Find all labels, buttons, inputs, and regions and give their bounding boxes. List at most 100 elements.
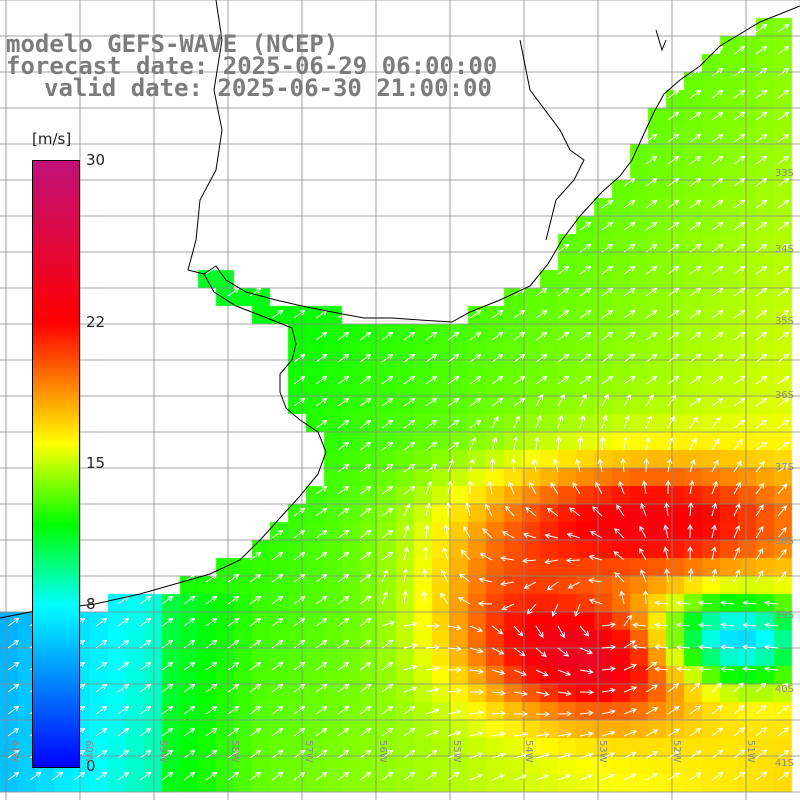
wind-arrow: [687, 567, 694, 583]
wind-arrow: [249, 639, 262, 649]
wind-arrow: [381, 569, 389, 583]
wind-arrow: [337, 331, 350, 341]
wind-arrow: [469, 437, 477, 451]
wind-arrow: [755, 67, 768, 77]
wind-arrow: [733, 45, 746, 55]
wind-arrow: [424, 524, 430, 539]
wind-arrow: [711, 287, 724, 297]
wind-arrow: [553, 458, 559, 473]
wind-arrow: [733, 503, 741, 517]
wind-arrow: [579, 309, 592, 319]
wind-arrow: [777, 221, 790, 231]
wind-arrow: [381, 397, 394, 407]
wind-arrow: [7, 727, 20, 737]
wind-arrow: [689, 750, 702, 759]
wind-arrow: [698, 644, 713, 650]
wind-arrow: [381, 771, 394, 781]
wind-arrow: [572, 482, 581, 495]
wind-arrow: [337, 485, 350, 495]
wind-arrow: [117, 639, 130, 649]
wind-arrow: [664, 568, 670, 583]
wind-arrow: [557, 752, 572, 759]
wind-arrow: [271, 309, 284, 319]
wind-arrow: [557, 414, 564, 429]
wind-arrow: [95, 749, 108, 759]
wind-arrow: [227, 617, 240, 627]
wind-arrow: [601, 730, 616, 737]
wind-arrow: [359, 595, 372, 605]
wind-arrow: [601, 221, 614, 231]
wind-arrow: [535, 287, 548, 297]
wind-arrow: [622, 436, 629, 451]
wind-arrow: [315, 661, 328, 671]
wind-arrow: [447, 419, 460, 429]
wind-arrow: [359, 309, 372, 319]
wind-arrow: [205, 771, 218, 781]
wind-arrow: [689, 221, 702, 231]
wind-arrow: [667, 309, 680, 319]
wind-arrow: [535, 393, 544, 407]
wind-arrow: [579, 287, 592, 297]
wind-arrow: [618, 480, 625, 495]
wind-arrow: [469, 419, 482, 429]
wind-arrow: [381, 529, 394, 539]
wind-arrow: [579, 647, 593, 655]
wind-arrow: [271, 573, 284, 583]
lon-label: 56W: [377, 740, 388, 763]
wind-arrow: [623, 751, 637, 759]
wind-arrow: [51, 771, 64, 781]
wind-arrow: [632, 644, 647, 650]
wind-arrow: [689, 111, 702, 121]
forecast-date: forecast date: 2025-06-29 06:00:00: [6, 52, 498, 80]
wind-arrow: [755, 353, 768, 363]
wind-arrow: [359, 661, 372, 671]
wind-arrow: [381, 375, 394, 385]
wind-arrow: [337, 617, 350, 627]
wind-arrow: [755, 111, 768, 121]
wind-arrow: [777, 375, 790, 385]
wind-arrow: [645, 773, 659, 781]
wind-arrow: [425, 708, 440, 715]
wind-arrow: [733, 265, 746, 275]
wind-arrow: [654, 600, 669, 606]
wind-arrow: [711, 397, 724, 407]
wind-arrow: [425, 687, 440, 693]
wind-arrow: [733, 749, 746, 759]
wind-arrow: [667, 772, 680, 781]
wind-arrow: [227, 661, 240, 671]
wind-arrow: [711, 438, 720, 451]
wind-arrow: [469, 375, 482, 385]
wind-arrow: [642, 589, 649, 605]
wind-arrow: [733, 243, 746, 253]
wind-arrow: [667, 353, 680, 363]
wind-arrow: [764, 644, 779, 650]
wind-arrow: [513, 375, 526, 385]
wind-arrow: [161, 771, 174, 781]
wind-arrow: [599, 435, 606, 451]
wind-arrow: [447, 667, 463, 673]
wind-arrow: [755, 89, 768, 99]
wind-arrow: [381, 683, 394, 693]
wind-arrow: [469, 668, 484, 675]
wind-arrow: [557, 353, 570, 363]
wind-arrow: [315, 683, 328, 693]
colorbar-label: 8: [86, 595, 96, 614]
wind-arrow: [733, 199, 746, 209]
wind-arrow: [733, 133, 746, 143]
wind-arrow: [491, 647, 505, 655]
wind-arrow: [667, 683, 680, 693]
wind-arrow: [667, 706, 680, 715]
wind-arrow: [667, 750, 681, 759]
wind-arrow: [711, 546, 717, 561]
wind-arrow: [595, 481, 603, 495]
wind-arrow: [491, 415, 499, 429]
wind-arrow: [665, 479, 671, 495]
wind-arrow: [664, 502, 670, 517]
wind-arrow: [645, 177, 658, 187]
wind-arrow: [623, 353, 636, 363]
wind-arrow: [588, 577, 603, 584]
wind-arrow: [689, 67, 702, 77]
wind-arrow: [315, 397, 328, 407]
wind-arrow: [777, 23, 790, 33]
wind-arrow: [95, 661, 108, 671]
